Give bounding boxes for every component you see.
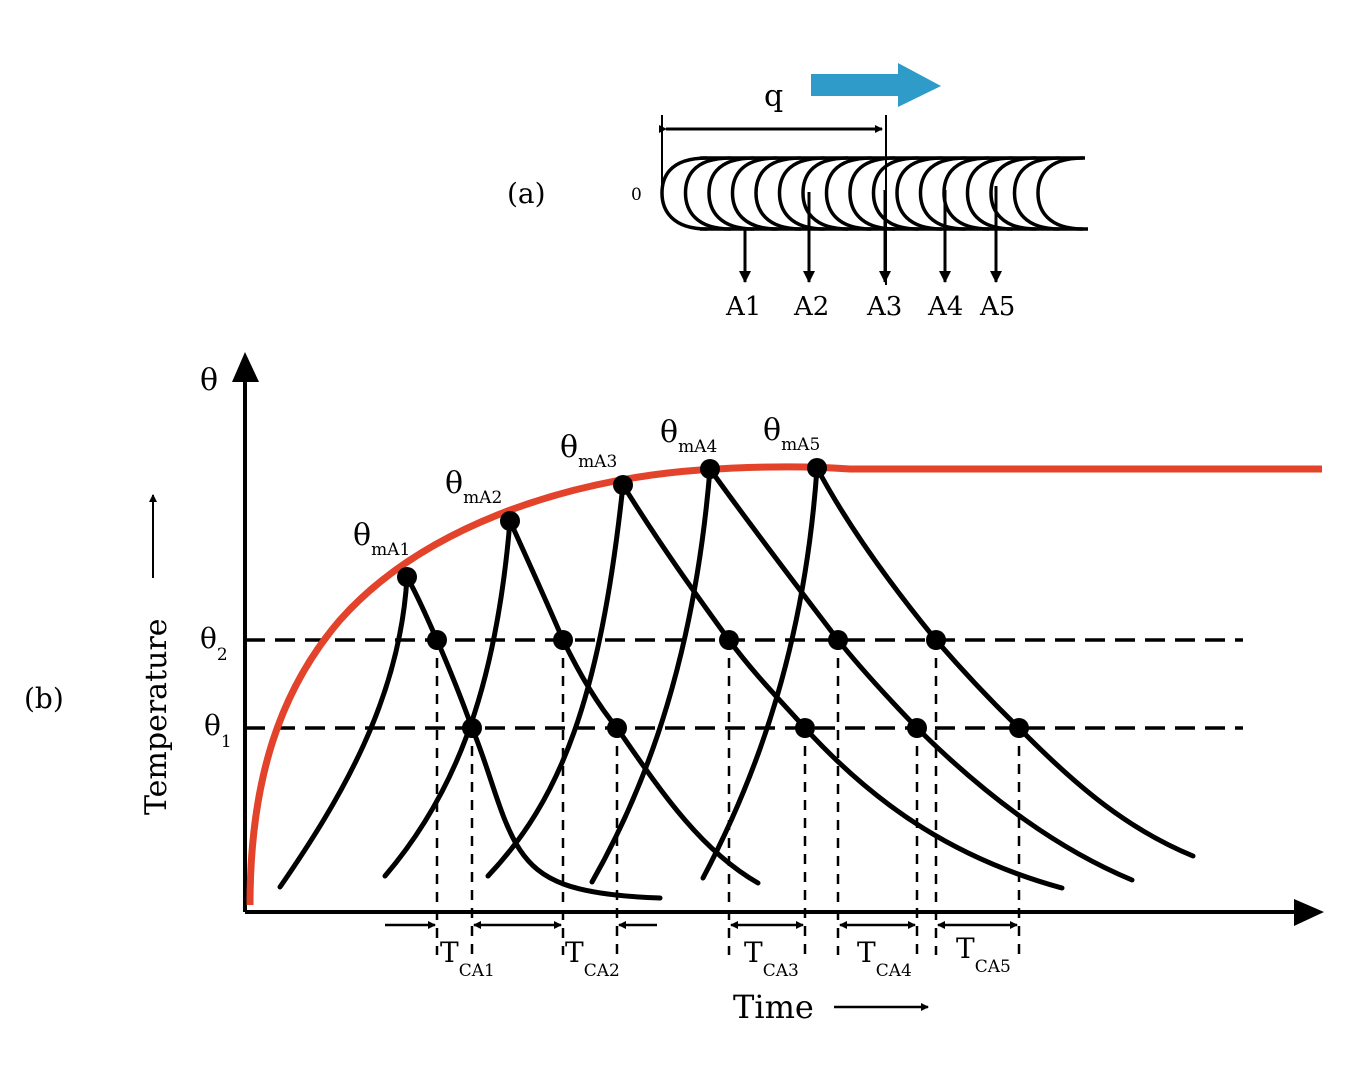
point-marker	[719, 630, 739, 650]
weld-ripple	[730, 156, 778, 231]
y-axis-symbol: θ	[200, 363, 218, 398]
panel-b-label: (b)	[24, 682, 64, 715]
weld-ripple	[754, 156, 802, 231]
peak-temperature-label: θmA4	[660, 415, 717, 457]
cooling-time-label: TCA2	[565, 936, 620, 981]
point-marker	[553, 630, 573, 650]
theta2-label: θ2	[200, 622, 228, 665]
cooling-time-label: TCA4	[857, 936, 912, 981]
weld-ripple	[848, 156, 896, 231]
point-marker	[607, 718, 627, 738]
intersection-points	[397, 458, 1029, 738]
x-axis-title: Time	[733, 988, 814, 1026]
weld-ripple	[871, 156, 919, 231]
point-marker	[828, 630, 848, 650]
cooling-time-markers	[385, 640, 1021, 955]
cooling-time-label: TCA1	[440, 936, 495, 981]
point-label: A5	[979, 292, 1015, 322]
point-marker	[807, 458, 827, 478]
point-marker	[397, 567, 417, 587]
cooling-time-label: TCA3	[744, 936, 799, 981]
point-label: A1	[725, 292, 761, 322]
cycle-A4	[589, 462, 1135, 885]
weld-ripple	[683, 156, 731, 231]
pitch-label: q	[764, 79, 783, 114]
y-axis-title: Temperature	[139, 618, 174, 815]
point-marker	[1009, 718, 1029, 738]
theta1-label: θ1	[204, 709, 232, 752]
point-label: A4	[927, 292, 963, 322]
peak-temperature-label: θmA1	[353, 518, 410, 560]
point-marker	[795, 718, 815, 738]
point-marker	[700, 459, 720, 479]
point-marker	[427, 630, 447, 650]
peak-temperature-label: θmA2	[445, 466, 502, 508]
weld-ripple	[777, 156, 825, 231]
weld-ripple	[801, 156, 849, 231]
cycle-A2	[382, 511, 761, 886]
weld-ripple	[965, 156, 1013, 231]
point-label: A2	[793, 292, 829, 322]
cycle-A5	[700, 459, 1196, 881]
point-marker	[613, 475, 633, 495]
panel-b-temperature-plot: (b) θ Temperature Time θ2 θ1 θmA1 θmA2 θmA…	[24, 352, 1324, 1026]
weld-ripple	[918, 156, 966, 231]
weld-ripple	[989, 156, 1037, 231]
panel-a-label: (a)	[507, 177, 546, 210]
peak-temperature-label: θmA3	[560, 430, 617, 472]
weld-ripple	[824, 156, 872, 231]
cycle-A1	[277, 568, 663, 901]
point-marker	[907, 718, 927, 738]
weld-ripple	[707, 156, 755, 231]
peak-temperature-label: θmA5	[763, 413, 820, 455]
weld-ripple	[1012, 156, 1060, 231]
peak-temperature-envelope	[246, 463, 1322, 906]
panel-a-weld-bead: (a) 0 q A1 A2 A3 A4 A5	[507, 63, 1088, 322]
origin-label: 0	[631, 185, 642, 205]
cooling-time-label: TCA5	[956, 932, 1011, 977]
cycle-A3	[485, 477, 1065, 891]
point-marker	[926, 630, 946, 650]
point-marker	[500, 511, 520, 531]
point-label: A3	[866, 292, 902, 322]
weld-ripples	[660, 156, 1088, 231]
weld-ripple	[895, 156, 943, 231]
point-marker	[462, 718, 482, 738]
weld-ripple	[660, 156, 708, 231]
travel-direction-arrow	[811, 63, 941, 107]
weld-ripple	[1036, 156, 1084, 231]
